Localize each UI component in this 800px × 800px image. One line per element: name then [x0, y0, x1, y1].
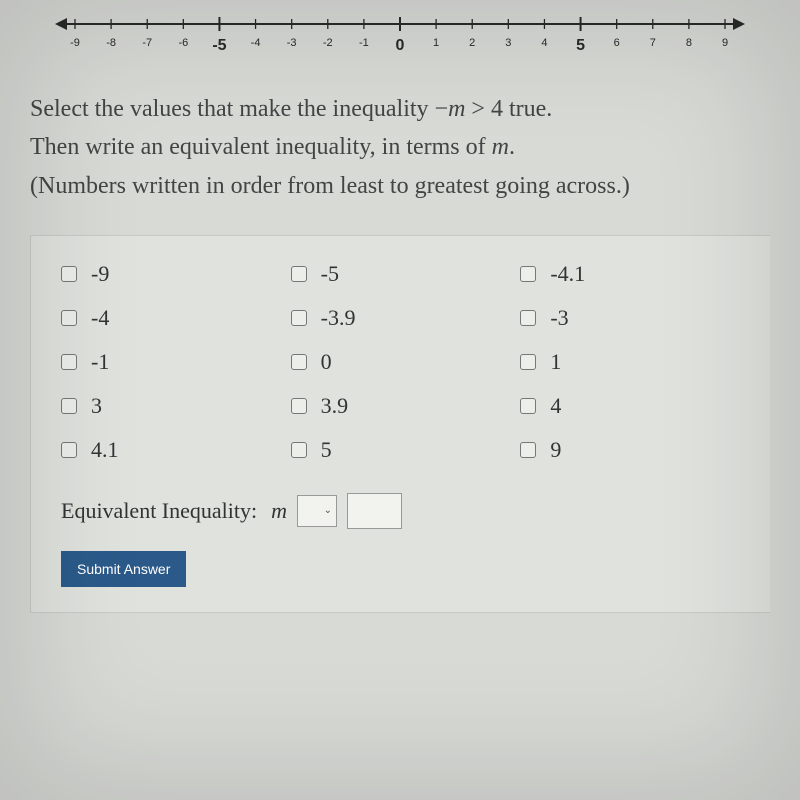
option-7[interactable]: 0	[291, 349, 521, 375]
option-label: 3	[91, 393, 102, 419]
checkbox-icon[interactable]	[61, 398, 77, 414]
question-text: Select the values that make the inequali…	[30, 90, 770, 205]
option-11[interactable]: 4	[520, 393, 750, 419]
option-4[interactable]: -3.9	[291, 305, 521, 331]
svg-text:7: 7	[650, 37, 656, 49]
checkbox-icon[interactable]	[291, 442, 307, 458]
option-14[interactable]: 9	[520, 437, 750, 463]
svg-text:-6: -6	[178, 37, 188, 49]
q-gt4: > 4	[465, 96, 503, 122]
option-label: -3.9	[321, 305, 356, 331]
svg-text:8: 8	[686, 37, 692, 49]
checkbox-icon[interactable]	[520, 310, 536, 326]
option-label: -4	[91, 305, 109, 331]
svg-text:-2: -2	[323, 37, 333, 49]
q-neg: −	[435, 96, 449, 122]
svg-text:-1: -1	[359, 37, 369, 49]
equiv-label: Equivalent Inequality:	[61, 498, 257, 524]
checkbox-icon[interactable]	[291, 398, 307, 414]
svg-text:-5: -5	[212, 37, 226, 54]
checkbox-icon[interactable]	[61, 266, 77, 282]
q-line1-pre: Select the values that make the inequali…	[30, 96, 435, 122]
option-label: 9	[550, 437, 561, 463]
svg-text:-8: -8	[106, 37, 116, 49]
option-label: -5	[321, 261, 339, 287]
option-3[interactable]: -4	[61, 305, 291, 331]
answer-panel: -9 -5 -4.1 -4 -3.9 -3 -1 0 1 3 3.9 4 4.1 5 9 Equivalen…	[30, 235, 770, 613]
checkbox-icon[interactable]	[520, 266, 536, 282]
number-line: -9 -8 -7 -6 -5 -4 -3 -2 -1 0 1 2 3 4 5 6 7 8 9	[50, 0, 750, 60]
svg-text:-9: -9	[70, 37, 80, 49]
option-10[interactable]: 3.9	[291, 393, 521, 419]
checkbox-icon[interactable]	[520, 398, 536, 414]
option-9[interactable]: 3	[61, 393, 291, 419]
option-12[interactable]: 4.1	[61, 437, 291, 463]
q-line2-pre: Then write an equivalent inequality, in …	[30, 134, 492, 160]
option-0[interactable]: -9	[61, 261, 291, 287]
option-label: 3.9	[321, 393, 349, 419]
q-line2-post: .	[509, 134, 515, 160]
equiv-var: m	[271, 498, 287, 524]
relation-select[interactable]: ⌄	[297, 495, 337, 527]
option-1[interactable]: -5	[291, 261, 521, 287]
svg-text:9: 9	[722, 37, 728, 49]
option-label: -3	[550, 305, 568, 331]
checkbox-icon[interactable]	[520, 354, 536, 370]
option-6[interactable]: -1	[61, 349, 291, 375]
q-line1-post: true.	[503, 96, 552, 122]
q-line3: (Numbers written in order from least to …	[30, 167, 770, 205]
svg-text:4: 4	[541, 37, 547, 49]
option-label: 4	[550, 393, 561, 419]
option-5[interactable]: -3	[520, 305, 750, 331]
checkbox-icon[interactable]	[520, 442, 536, 458]
svg-text:-7: -7	[142, 37, 152, 49]
svg-text:0: 0	[396, 37, 405, 54]
svg-text:2: 2	[469, 37, 475, 49]
option-8[interactable]: 1	[520, 349, 750, 375]
equivalent-inequality-row: Equivalent Inequality: m ⌄	[61, 493, 750, 529]
option-13[interactable]: 5	[291, 437, 521, 463]
checkbox-icon[interactable]	[61, 310, 77, 326]
number-line-svg: -9 -8 -7 -6 -5 -4 -3 -2 -1 0 1 2 3 4 5 6 7 8 9	[50, 10, 750, 65]
option-label: -4.1	[550, 261, 585, 287]
svg-text:5: 5	[576, 37, 585, 54]
q-line2-m: m	[492, 134, 509, 160]
submit-answer-button[interactable]: Submit Answer	[61, 551, 186, 587]
equiv-value-input[interactable]	[347, 493, 402, 529]
chevron-down-icon: ⌄	[324, 506, 332, 516]
checkbox-icon[interactable]	[291, 266, 307, 282]
svg-text:6: 6	[614, 37, 620, 49]
option-label: 4.1	[91, 437, 119, 463]
checkbox-icon[interactable]	[61, 442, 77, 458]
option-label: 1	[550, 349, 561, 375]
svg-text:-4: -4	[251, 37, 261, 49]
option-label: -1	[91, 349, 109, 375]
checkbox-icon[interactable]	[61, 354, 77, 370]
checkbox-icon[interactable]	[291, 354, 307, 370]
q-m: m	[448, 96, 465, 122]
options-grid: -9 -5 -4.1 -4 -3.9 -3 -1 0 1 3 3.9 4 4.1 5 9	[61, 261, 750, 463]
option-label: -9	[91, 261, 109, 287]
svg-text:3: 3	[505, 37, 511, 49]
option-2[interactable]: -4.1	[520, 261, 750, 287]
option-label: 5	[321, 437, 332, 463]
svg-text:-3: -3	[287, 37, 297, 49]
option-label: 0	[321, 349, 332, 375]
svg-text:1: 1	[433, 37, 439, 49]
checkbox-icon[interactable]	[291, 310, 307, 326]
